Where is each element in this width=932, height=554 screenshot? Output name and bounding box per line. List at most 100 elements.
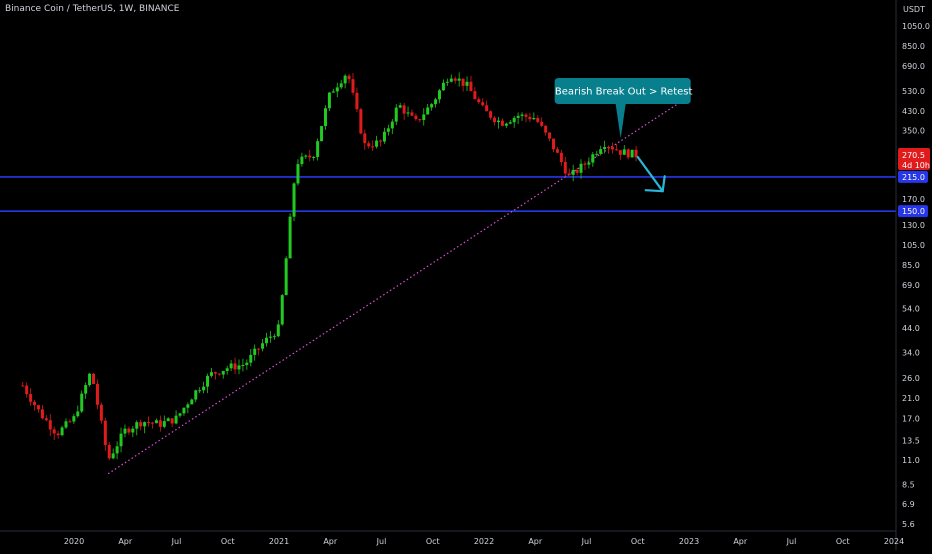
candle-body (603, 147, 607, 150)
y-tick-label: 69.0 (902, 281, 920, 290)
candle-body (206, 375, 210, 387)
candle-body (312, 156, 316, 158)
candle-body (202, 386, 206, 391)
candle-body (422, 114, 426, 120)
candle-body (359, 109, 363, 134)
x-tick-label: Oct (221, 537, 235, 546)
candle-body (508, 122, 512, 124)
candle-body (414, 115, 418, 120)
y-tick-label: 130.0 (902, 221, 925, 230)
current-price-label: 270.5 (902, 151, 925, 160)
candle-body (280, 295, 284, 325)
candle-body (56, 433, 60, 436)
candle-body (60, 427, 64, 436)
candle-body (119, 433, 123, 447)
candle-body (394, 107, 398, 122)
candle-body (233, 363, 237, 370)
x-tick-label: 2020 (64, 537, 84, 546)
candle-body (150, 422, 154, 424)
candle-body (343, 75, 347, 84)
candle-body (485, 105, 489, 112)
x-tick-label: 2022 (474, 537, 494, 546)
x-tick-label: Apr (733, 537, 748, 546)
candle-body (355, 92, 359, 110)
candle-body (418, 119, 422, 121)
x-tick-label: 2021 (269, 537, 289, 546)
candle-body (351, 79, 355, 93)
candle-body (308, 155, 312, 158)
candle-body (434, 99, 438, 105)
candle-body (563, 161, 567, 174)
candle-body (21, 385, 25, 387)
candle-body (209, 372, 213, 376)
y-tick-label: 21.0 (902, 394, 920, 403)
candle-body (489, 111, 493, 118)
candle-body (595, 153, 599, 155)
y-tick-label: 13.5 (902, 436, 920, 445)
candle-body (135, 422, 139, 429)
candle-body (158, 420, 162, 427)
candle-body (437, 90, 441, 100)
chart-title: Binance Coin / TetherUS, 1W, BINANCE (5, 4, 180, 14)
candle-body (265, 337, 269, 344)
candle-body (548, 132, 552, 139)
candle-body (323, 108, 327, 127)
candle-body (178, 413, 182, 416)
y-tick-label: 34.0 (902, 348, 920, 357)
y-tick-label: 170.0 (902, 195, 925, 204)
candle-body (335, 87, 339, 92)
candle-body (245, 362, 249, 366)
candle-body (229, 363, 233, 369)
x-tick-label: Apr (323, 537, 338, 546)
candles (21, 72, 638, 461)
candle-body (182, 407, 186, 414)
candle-body (80, 393, 84, 412)
candle-body (583, 163, 587, 165)
candle-body (504, 123, 508, 126)
candle-body (634, 149, 638, 158)
candle-body (217, 373, 221, 375)
candle-body (29, 394, 33, 402)
candle-body (88, 373, 92, 386)
candle-body (524, 114, 528, 117)
candle-body (516, 115, 520, 118)
candle-body (25, 385, 29, 395)
candle-body (143, 422, 147, 427)
candle-body (64, 421, 68, 428)
candle-body (186, 404, 190, 408)
candle-body (339, 83, 343, 88)
candle-body (614, 149, 618, 151)
candle-body (481, 102, 485, 106)
y-tick-label: 430.0 (902, 107, 925, 116)
candle-body (469, 81, 473, 92)
candle-body (300, 156, 304, 165)
x-tick-label: Apr (528, 537, 543, 546)
candle-body (622, 149, 626, 155)
candle-body (292, 183, 296, 217)
x-tick-label: Jul (581, 537, 592, 546)
candle-body (532, 117, 536, 120)
candle-body (544, 125, 548, 133)
y-tick-label: 850.0 (902, 42, 925, 51)
candle-body (92, 373, 96, 384)
candle-body (221, 371, 225, 375)
candle-body (363, 133, 367, 144)
candle-body (465, 81, 469, 86)
callout-text: Bearish Break Out > Retest (555, 87, 693, 98)
level-label-bg (898, 205, 928, 218)
candle-body (304, 155, 308, 157)
candle-body (257, 348, 261, 350)
candle-body (528, 116, 532, 120)
y-tick-label: 11.0 (902, 456, 920, 465)
level-label: 150.0 (902, 207, 925, 216)
candle-body (386, 128, 390, 132)
candle-body (162, 421, 166, 427)
candle-body (213, 372, 217, 374)
candle-body (453, 78, 457, 81)
candle-body (166, 418, 170, 422)
candle-body (430, 104, 434, 108)
candle-body (48, 420, 52, 430)
